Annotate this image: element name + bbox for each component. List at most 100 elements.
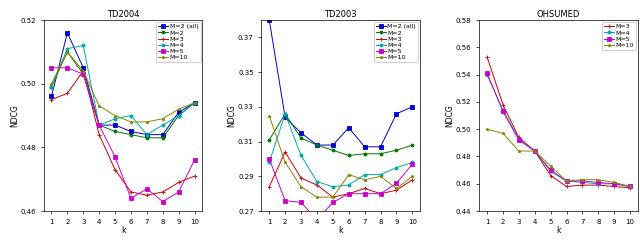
M=5 (47, 66, 55, 69)
X-axis label: k: k (339, 226, 343, 235)
M=10 (563, 180, 570, 183)
M=3 (329, 196, 337, 199)
M=4 (361, 173, 369, 176)
M=4 (297, 154, 305, 157)
Line: M=2: M=2 (50, 50, 196, 139)
X-axis label: k: k (121, 226, 125, 235)
M=2 (all) (175, 111, 182, 114)
Y-axis label: NDCG: NDCG (445, 104, 454, 127)
Line: M=10: M=10 (50, 51, 196, 123)
M=3 (95, 133, 103, 136)
M=3 (143, 194, 150, 197)
M=4 (377, 173, 385, 176)
M=3 (79, 70, 87, 72)
M=4 (563, 180, 570, 183)
M=4 (392, 166, 400, 169)
M=4 (266, 161, 273, 164)
M=3 (63, 92, 71, 95)
M=5 (143, 187, 150, 190)
M=5 (191, 159, 198, 162)
M=5 (329, 201, 337, 204)
M=3 (483, 55, 491, 58)
M=10 (63, 50, 71, 53)
M=3 (159, 191, 166, 193)
Legend: M=2 (all), M=2, M=3, M=4, M=5, M=10: M=2 (all), M=2, M=3, M=4, M=5, M=10 (156, 22, 200, 62)
M=4 (159, 124, 166, 127)
Line: M=3: M=3 (267, 150, 415, 199)
M=3 (531, 150, 539, 152)
M=3 (111, 168, 119, 171)
M=2 (all) (329, 144, 337, 147)
M=2 (95, 124, 103, 127)
M=10 (531, 150, 539, 152)
M=10 (297, 185, 305, 188)
M=2 (361, 152, 369, 155)
M=4 (499, 109, 507, 112)
M=10 (499, 132, 507, 135)
M=5 (408, 163, 416, 166)
M=10 (127, 121, 135, 123)
M=4 (345, 183, 353, 186)
M=10 (79, 70, 87, 72)
M=10 (595, 178, 602, 181)
M=3 (595, 184, 602, 187)
Line: M=4: M=4 (268, 112, 414, 188)
M=2 (143, 136, 150, 139)
Legend: M=2 (all), M=2, M=3, M=4, M=5, M=10: M=2 (all), M=2, M=3, M=4, M=5, M=10 (374, 22, 419, 62)
M=5 (282, 199, 289, 202)
M=5 (313, 218, 321, 221)
M=3 (47, 98, 55, 101)
M=2 (all) (95, 124, 103, 127)
X-axis label: k: k (556, 226, 561, 235)
M=3 (127, 191, 135, 193)
M=2 (63, 50, 71, 53)
M=3 (408, 178, 416, 181)
M=3 (579, 184, 586, 187)
M=4 (579, 181, 586, 184)
M=4 (63, 47, 71, 50)
M=2 (all) (408, 105, 416, 108)
M=5 (627, 185, 634, 188)
M=4 (547, 170, 554, 173)
M=3 (392, 189, 400, 192)
M=5 (483, 72, 491, 75)
M=5 (175, 191, 182, 193)
M=10 (329, 196, 337, 199)
M=10 (143, 121, 150, 123)
M=2 (all) (191, 101, 198, 104)
Line: M=4: M=4 (50, 44, 196, 136)
M=4 (127, 114, 135, 117)
M=5 (595, 181, 602, 184)
M=5 (297, 201, 305, 204)
Line: M=5: M=5 (50, 66, 196, 203)
M=10 (159, 117, 166, 120)
M=4 (515, 137, 523, 140)
M=2 (266, 138, 273, 141)
M=5 (547, 169, 554, 172)
Line: M=4: M=4 (486, 73, 632, 188)
Title: TD2003: TD2003 (324, 10, 357, 19)
M=10 (408, 175, 416, 178)
Line: M=2: M=2 (268, 112, 414, 157)
M=2 (all) (111, 124, 119, 127)
M=2 (47, 85, 55, 88)
Y-axis label: NDCG: NDCG (10, 104, 19, 127)
M=4 (175, 114, 182, 117)
M=2 (408, 144, 416, 147)
M=3 (515, 136, 523, 139)
M=2 (191, 101, 198, 104)
M=5 (499, 110, 507, 113)
M=4 (79, 44, 87, 47)
M=5 (79, 73, 87, 76)
M=3 (175, 181, 182, 184)
M=2 (all) (143, 133, 150, 136)
M=10 (47, 82, 55, 85)
M=2 (392, 149, 400, 152)
Legend: M=3, M=4, M=5, M=10: M=3, M=4, M=5, M=10 (602, 22, 636, 50)
M=4 (95, 124, 103, 127)
M=2 (297, 137, 305, 140)
Line: M=5: M=5 (268, 157, 414, 221)
Title: TD2004: TD2004 (107, 10, 140, 19)
M=4 (531, 150, 539, 152)
M=10 (377, 175, 385, 178)
